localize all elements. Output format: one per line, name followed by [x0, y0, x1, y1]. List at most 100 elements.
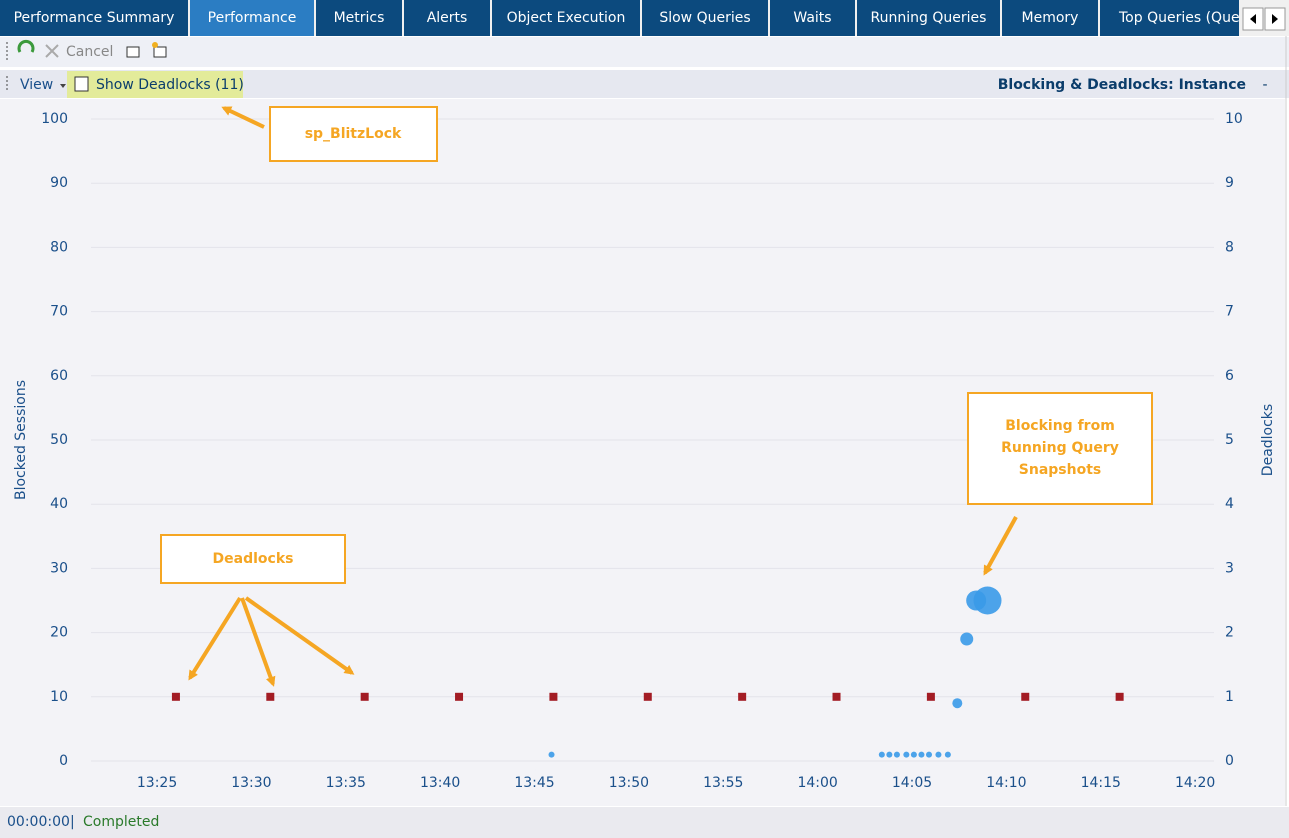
tab-label: Slow Queries — [659, 10, 750, 26]
tab[interactable] — [492, 0, 640, 36]
panel-title: Blocking & Deadlocks: Instance — [998, 77, 1246, 93]
x-tick-label: 13:50 — [609, 775, 649, 791]
tab[interactable] — [316, 0, 402, 36]
callout-arrow — [983, 516, 1018, 576]
y-tick-label: 90 — [50, 175, 68, 191]
deadlock-marker — [360, 692, 369, 701]
x-tick-label: 14:20 — [1175, 775, 1215, 791]
callout-text: Running Query — [1001, 440, 1119, 456]
callout-arrow — [221, 106, 265, 129]
y-tick-label: 80 — [50, 239, 68, 255]
blocking-bubble — [886, 751, 893, 758]
tab[interactable] — [1100, 0, 1239, 36]
cancel-icon[interactable] — [45, 44, 59, 58]
arrow-icon — [1272, 14, 1278, 24]
tab-label: Alerts — [427, 10, 468, 26]
tab[interactable] — [404, 0, 490, 36]
toolbar — [0, 37, 1289, 67]
y2-tick-label: 7 — [1225, 304, 1234, 320]
blocking-bubble — [918, 751, 925, 758]
callout-box — [967, 392, 1153, 505]
callout-box — [269, 106, 438, 162]
blocking-bubble — [935, 751, 942, 758]
y2-tick-label: 1 — [1225, 689, 1234, 705]
dropdown-icon — [60, 84, 66, 88]
deadlock-marker — [738, 692, 747, 701]
blocking-bubble — [893, 751, 900, 758]
y-tick-label: 20 — [50, 625, 68, 641]
tab-label: Memory — [1022, 10, 1079, 26]
deadlock-marker — [926, 692, 935, 701]
star-icon — [152, 42, 158, 48]
x-tick-label: 14:00 — [797, 775, 837, 791]
x-tick-label: 13:55 — [703, 775, 743, 791]
x-tick-label: 13:25 — [137, 775, 177, 791]
callout-text: Deadlocks — [213, 551, 294, 567]
y2-tick-label: 5 — [1225, 432, 1234, 448]
window-new-icon[interactable] — [153, 46, 167, 58]
y-tick-label: 10 — [50, 689, 68, 705]
tab-label: Performance Summary — [14, 10, 175, 26]
y2-tick-label: 0 — [1225, 753, 1234, 769]
callout-text: sp_BlitzLock — [305, 126, 402, 142]
tab[interactable] — [770, 0, 855, 36]
x-tick-label: 13:30 — [231, 775, 271, 791]
view-menu[interactable]: View — [20, 77, 53, 93]
tab[interactable] — [642, 0, 768, 36]
x-tick-label: 13:40 — [420, 775, 460, 791]
status-bar — [0, 807, 1289, 838]
window-icon[interactable] — [126, 46, 140, 58]
tab[interactable] — [857, 0, 1000, 36]
callout-arrow — [240, 597, 276, 687]
y-tick-label: 50 — [50, 432, 68, 448]
y2-axis-title: Deadlocks — [1260, 404, 1276, 476]
tab-label: Performance — [208, 10, 297, 26]
y2-tick-label: 4 — [1225, 496, 1234, 512]
deadlock-marker — [1115, 692, 1124, 701]
deadlock-marker — [549, 692, 558, 701]
tab-label: Metrics — [334, 10, 385, 26]
show-deadlocks-button[interactable]: Show Deadlocks (11) — [96, 77, 244, 93]
y2-tick-label: 2 — [1225, 625, 1234, 641]
collapse-button[interactable]: - — [1262, 77, 1267, 93]
tab-label: Running Queries — [871, 10, 987, 26]
deadlock-marker — [455, 692, 464, 701]
tab[interactable] — [0, 0, 188, 36]
callout-text: Snapshots — [1019, 462, 1101, 478]
blocking-bubble — [973, 586, 1002, 615]
callout-arrow — [244, 596, 355, 675]
blocking-bubble — [910, 751, 917, 758]
blocking-bubble — [952, 698, 963, 709]
deadlock-marker — [1021, 692, 1030, 701]
blocking-bubble — [903, 751, 910, 758]
deadlock-marker — [643, 692, 652, 701]
y2-tick-label: 6 — [1225, 368, 1234, 384]
blocking-bubble — [926, 751, 933, 758]
cancel-button[interactable]: Cancel — [66, 44, 113, 60]
blocking-bubble — [878, 751, 885, 758]
deadlock-marker — [266, 692, 275, 701]
chart-icon — [74, 76, 89, 92]
tab-label: Top Queries (Quer — [1118, 10, 1246, 26]
y-axis-title: Blocked Sessions — [13, 380, 29, 500]
tab[interactable] — [1002, 0, 1098, 36]
y-tick-label: 40 — [50, 496, 68, 512]
y-tick-label: 100 — [41, 111, 68, 127]
tab-label: Waits — [793, 10, 831, 26]
y2-tick-label: 9 — [1225, 175, 1234, 191]
blocking-bubble — [960, 632, 974, 646]
tabs: Performance Summary Performance Metrics Ale… — [0, 0, 1246, 36]
refresh-icon[interactable] — [17, 39, 35, 53]
show-deadlocks-highlight — [67, 71, 243, 98]
status-text: Completed — [83, 814, 159, 830]
y-tick-label: 60 — [50, 368, 68, 384]
x-tick-label: 14:15 — [1081, 775, 1121, 791]
x-tick-label: 14:05 — [892, 775, 932, 791]
callout-text: Blocking from — [1005, 418, 1115, 434]
y-tick-label: 30 — [50, 560, 68, 576]
x-tick-label: 13:45 — [514, 775, 554, 791]
y2-tick-label: 3 — [1225, 560, 1234, 576]
deadlock-marker — [171, 692, 180, 701]
tab[interactable] — [190, 0, 314, 36]
x-tick-label: 13:35 — [326, 775, 366, 791]
